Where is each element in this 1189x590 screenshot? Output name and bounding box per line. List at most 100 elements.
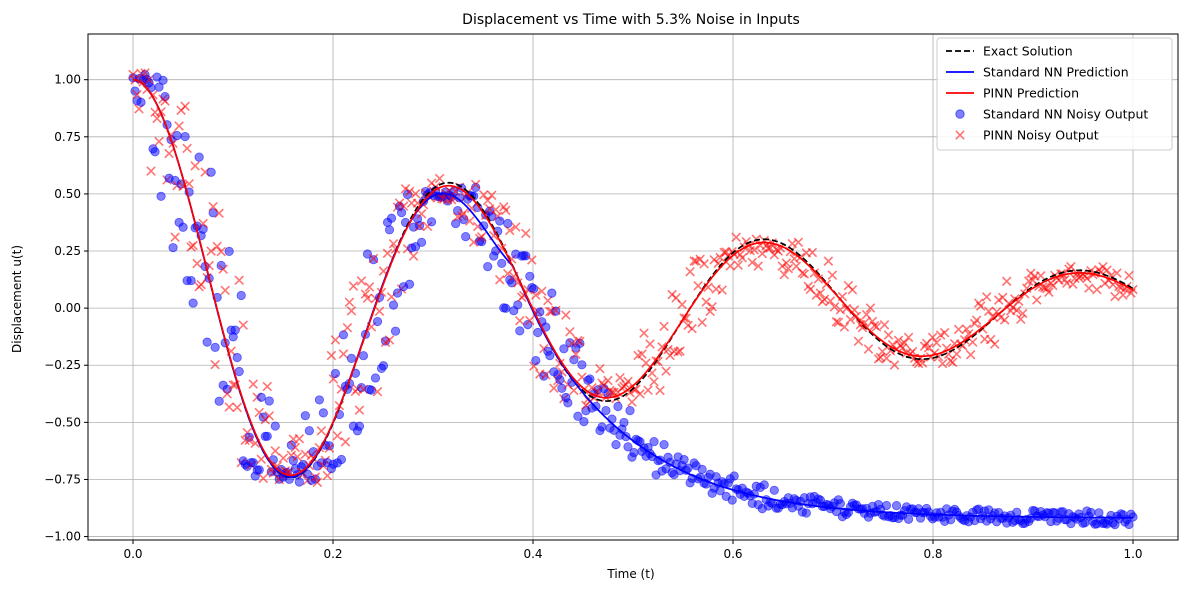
pinn-prediction-line (132, 78, 1134, 477)
pinn-noisy-point (170, 232, 180, 242)
legend-label: Exact Solution (983, 44, 1073, 59)
pinn-noisy-point (571, 349, 581, 360)
y-tick-label: 0.00 (54, 301, 81, 315)
pinn-noisy-point (699, 259, 709, 269)
pinn-noisy-point (434, 173, 445, 184)
standard-nn-noisy-point (611, 440, 621, 450)
pinn-noisy-point (981, 292, 992, 302)
standard-nn-noisy-point (727, 495, 737, 505)
standard-nn-noisy-point (1124, 519, 1134, 530)
pinn-noisy-point (639, 328, 649, 338)
standard-nn-noisy-point (346, 353, 357, 364)
pinn-noisy-point (549, 383, 559, 394)
pinn-noisy-point (1058, 269, 1068, 279)
pinn-noisy-point (853, 336, 864, 347)
pinn-noisy-point (210, 359, 220, 370)
standard-nn-noisy-point (172, 130, 182, 141)
standard-nn-noisy-point (891, 501, 902, 511)
pinn-noisy-point (971, 315, 982, 325)
legend-entry: Standard NN Prediction (946, 65, 1129, 80)
standard-nn-noisy-point (338, 330, 349, 340)
pinn-noisy-point (511, 222, 521, 232)
standard-nn-noisy-point (178, 222, 188, 232)
pinn-noisy-point (643, 385, 653, 395)
pinn-noisy-point (1018, 308, 1028, 319)
standard-nn-noisy-point (198, 224, 208, 234)
pinn-noisy-point (270, 446, 281, 456)
standard-nn-noisy-point (881, 500, 892, 511)
standard-nn-noisy-point (362, 249, 373, 259)
standard-nn-noisy-point (262, 431, 272, 441)
pinn-noisy-point (146, 166, 156, 176)
pinn-noisy-point (569, 385, 579, 396)
pinn-noisy-point (839, 322, 850, 332)
standard-nn-noisy-point (256, 392, 266, 402)
pinn-noisy-point (1082, 273, 1092, 284)
pinn-noisy-point (368, 253, 379, 264)
standard-nn-noisy-point (314, 395, 324, 405)
standard-nn-noisy-point (158, 75, 168, 85)
pinn-noisy-point (312, 477, 323, 488)
standard-nn-noisy-point (330, 368, 341, 379)
legend-entry: Exact Solution (946, 44, 1073, 59)
standard-nn-noisy-point (214, 396, 224, 406)
standard-nn-prediction-line (132, 78, 1134, 519)
pinn-noisy-point (687, 323, 697, 334)
pinn-noisy-point (575, 336, 585, 347)
pinn-noisy-point (232, 402, 242, 413)
standard-nn-noisy-point (368, 255, 379, 265)
standard-nn-noisy-point (390, 326, 401, 336)
pinn-noisy-point (589, 393, 599, 403)
pinn-noisy-point (330, 335, 341, 345)
pinn-noisy-point (685, 266, 695, 277)
legend-box (936, 37, 1173, 151)
pinn-noisy-point (174, 121, 184, 131)
pinn-noisy-point (655, 385, 665, 396)
pinn-noisy-point (881, 353, 892, 364)
standard-nn-noisy-point (318, 408, 328, 418)
pinn-noisy-point (751, 234, 762, 244)
standard-nn-noisy-point (236, 290, 246, 301)
standard-nn-noisy-point (649, 437, 659, 447)
y-tick-label: −1.00 (44, 530, 81, 544)
standard-nn-noisy-point (801, 508, 811, 518)
pinn-noisy-point (863, 344, 874, 354)
legend-label: PINN Prediction (983, 86, 1079, 101)
pinn-noisy-point (807, 247, 818, 258)
pinn-noisy-point (951, 349, 962, 359)
pinn-noisy-point (747, 257, 758, 268)
standard-nn-noisy-point (388, 300, 399, 310)
pinn-noisy-point (953, 324, 964, 335)
pinn-noisy-point (815, 288, 826, 298)
pinn-noisy-point (1092, 284, 1102, 295)
standard-nn-noisy-point (501, 303, 511, 313)
pinn-noisy-point (975, 301, 986, 311)
pinn-noisy-point (937, 358, 948, 369)
standard-nn-noisy-point (180, 131, 190, 142)
pinn-noisy-point (258, 473, 269, 484)
standard-nn-noisy-point (168, 243, 178, 253)
pinn-noisy-point (707, 301, 717, 312)
standard-nn-noisy-point (679, 455, 689, 465)
pinn-noisy-point (256, 454, 267, 465)
pinn-noisy-point (234, 275, 244, 286)
pinn-noisy-point (1124, 270, 1134, 281)
standard-nn-noisy-point (623, 442, 633, 452)
pinn-noisy-point (645, 339, 655, 349)
x-tick-label: 0.8 (923, 547, 942, 561)
standard-nn-noisy-point (136, 97, 146, 107)
pinn-noisy-point (627, 397, 637, 407)
pinn-noisy-point (831, 317, 842, 327)
standard-nn-noisy-point (729, 471, 739, 481)
standard-nn-noisy-point (903, 514, 914, 524)
pinn-noisy-point (290, 442, 301, 453)
pinn-noisy-point (725, 261, 735, 271)
pinn-noisy-point (1112, 268, 1122, 278)
pinn-noisy-point (541, 370, 551, 380)
standard-nn-noisy-point (545, 351, 555, 361)
pinn-noisy-point (697, 317, 707, 328)
pinn-noisy-point (1012, 305, 1022, 316)
standard-nn-noisy-point (426, 217, 437, 227)
pinn-noisy-point (787, 238, 798, 249)
pinn-noisy-point (486, 190, 497, 201)
